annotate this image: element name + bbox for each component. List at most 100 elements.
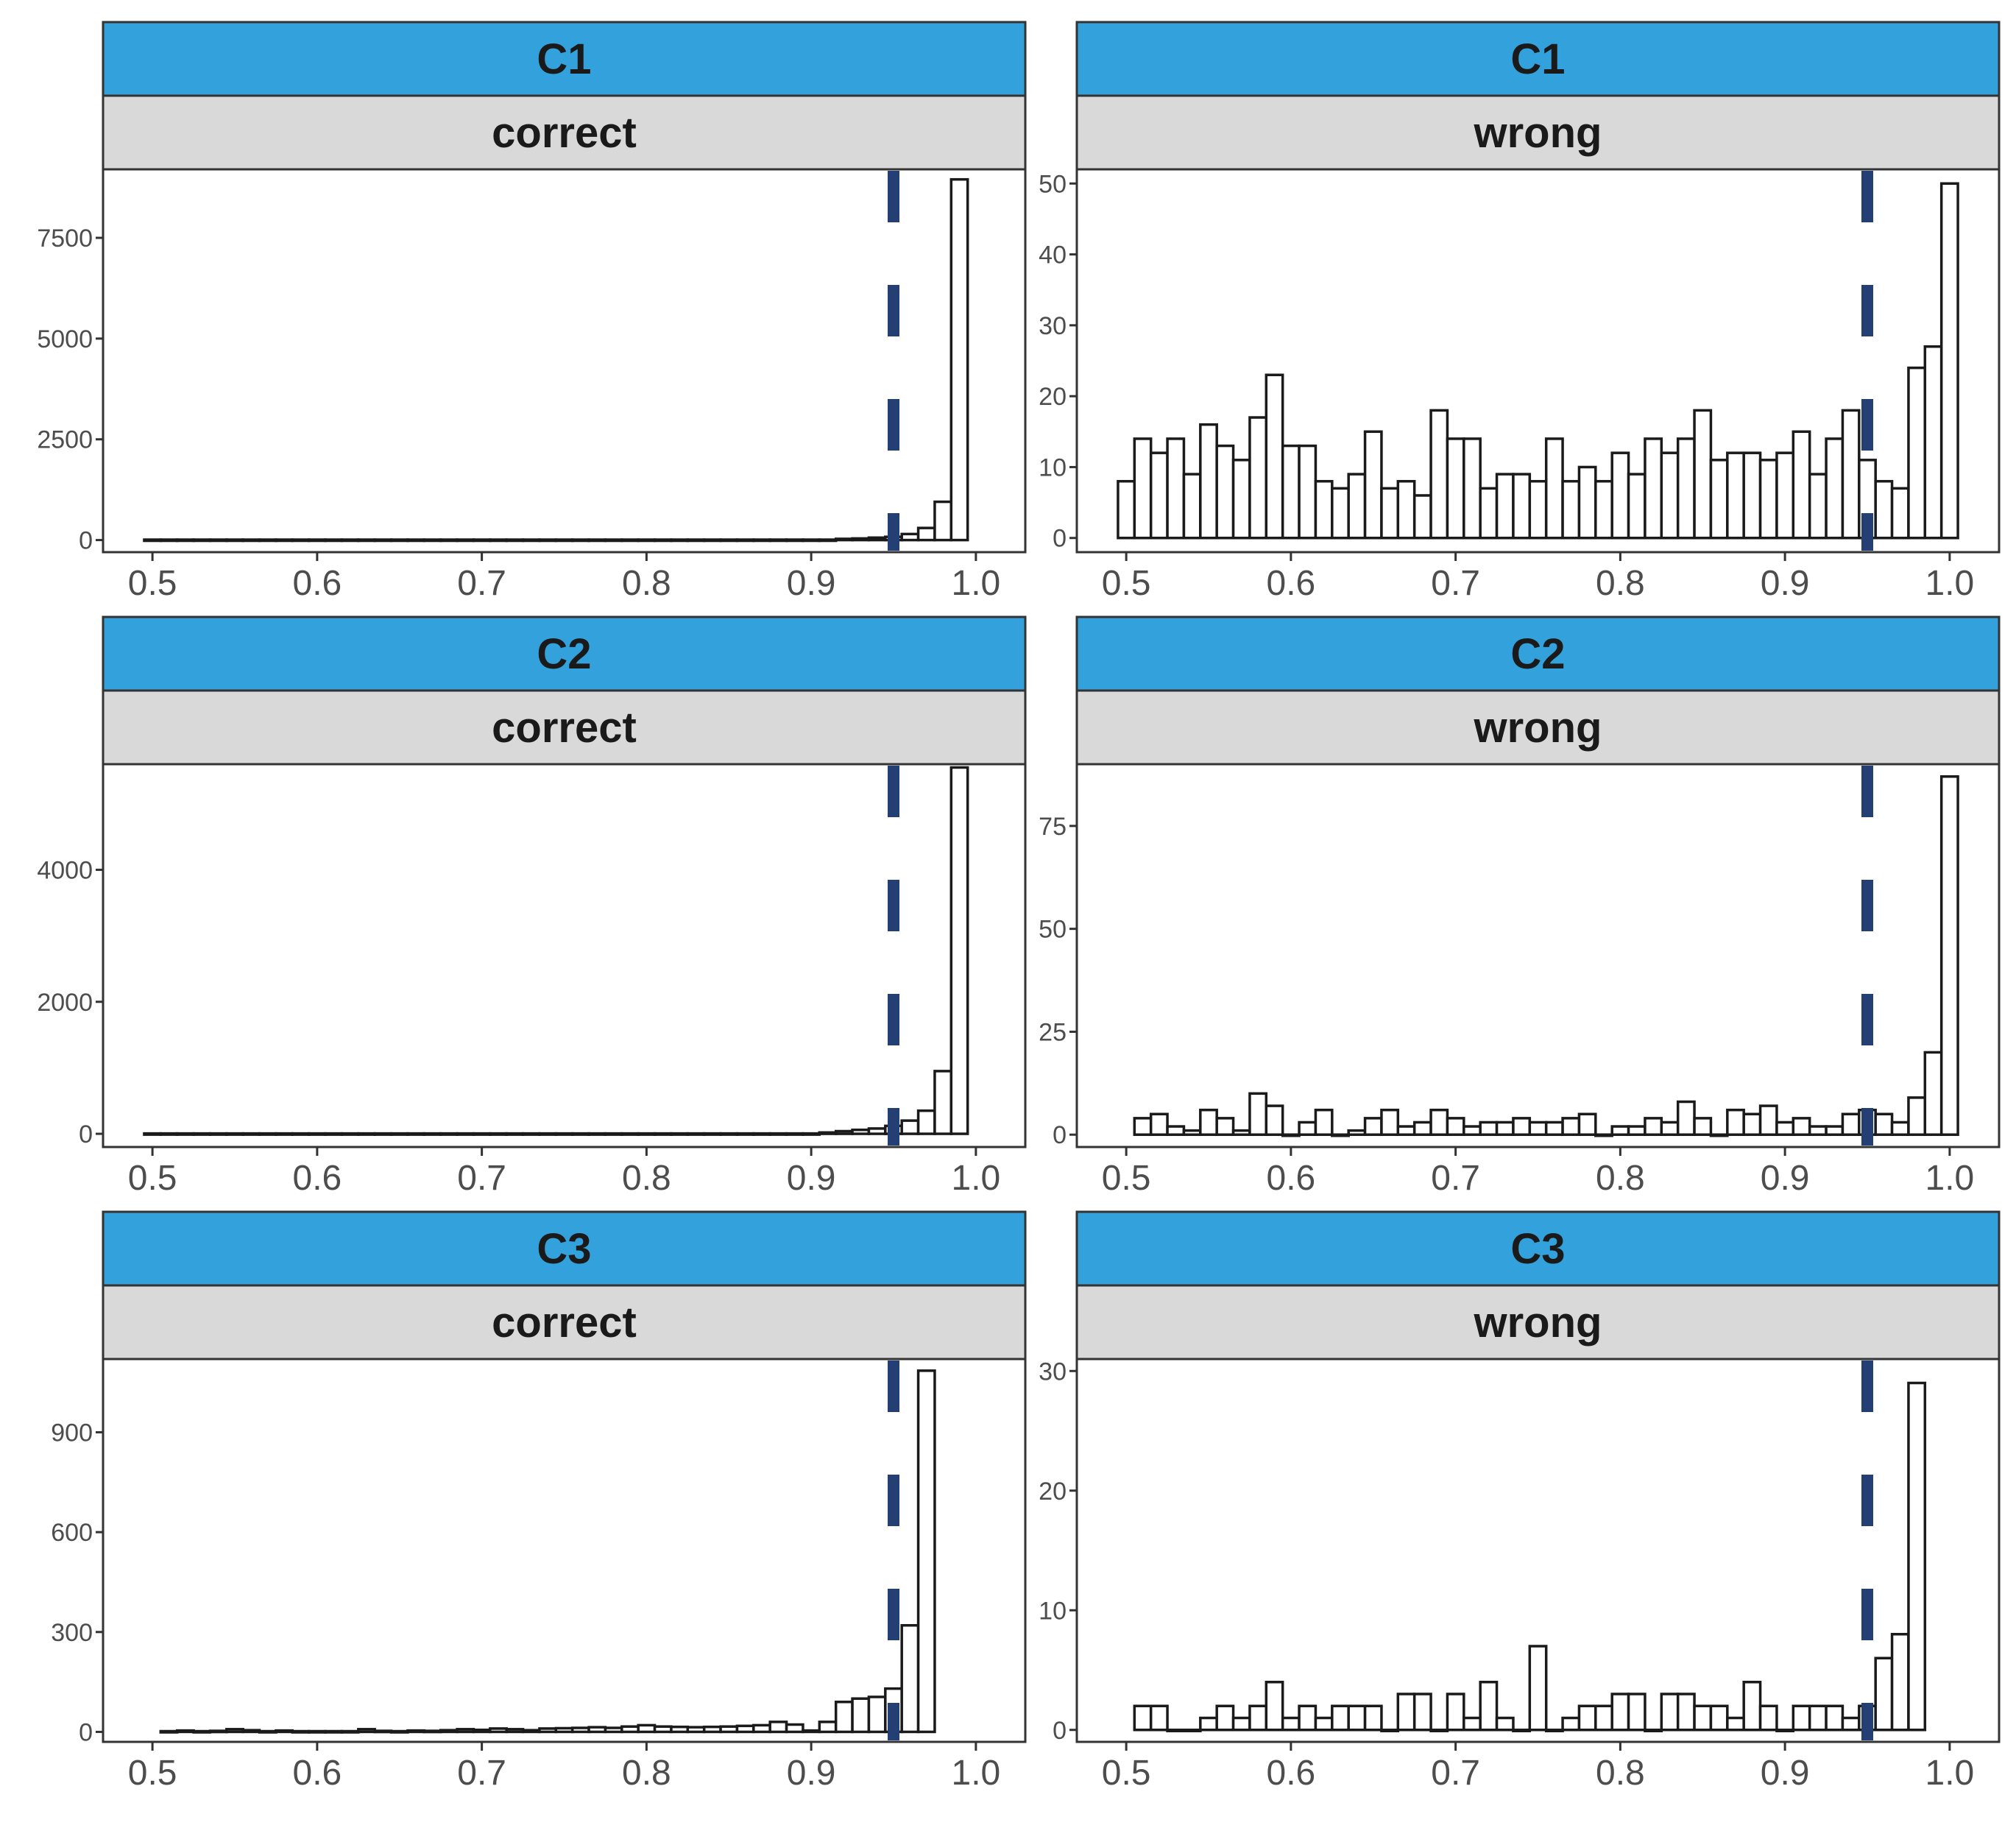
histogram-bar [900, 1119, 920, 1135]
histogram-bar [604, 1132, 623, 1136]
histogram-bar [1808, 473, 1828, 540]
histogram-bar [834, 537, 854, 542]
strip-sub-c1-correct [102, 94, 1027, 171]
histogram-bar [489, 1132, 508, 1136]
y-tick-label: 30 [1039, 1358, 1067, 1386]
histogram-bar [1149, 451, 1169, 540]
histogram-bar [373, 1729, 393, 1734]
histogram-bar [1808, 1125, 1828, 1136]
y-tick-label: 0 [79, 527, 93, 555]
histogram-bar [735, 538, 755, 543]
histogram-bar [1544, 1729, 1564, 1732]
histogram-bar [1265, 1104, 1284, 1136]
histogram-bar [1314, 479, 1334, 540]
histogram-bar [752, 538, 771, 543]
histogram-bar [1512, 1117, 1532, 1136]
y-tick-label: 0 [1053, 525, 1067, 553]
histogram-bar [670, 1132, 690, 1136]
histogram-bar [1528, 1121, 1548, 1136]
histogram-bar [1726, 451, 1745, 540]
histogram-bar [225, 1728, 244, 1734]
histogram-bar [768, 1132, 788, 1136]
histogram-bar [1298, 444, 1318, 540]
y-tick-label: 0 [79, 1718, 93, 1746]
histogram-bar [1841, 409, 1861, 540]
histogram-bar [175, 1729, 195, 1734]
bars-c2-wrong [1133, 775, 1959, 1137]
histogram-bar [1890, 1121, 1910, 1136]
histogram-bar [1544, 437, 1564, 540]
histogram-bar [1446, 1693, 1465, 1732]
panel-c1-correct: C1 correct 0 2500 5000 7500 0.5 0.6 0.7 0.8 0.9 1.0 [37, 21, 1027, 603]
y-tick-label: 30 [1039, 312, 1067, 340]
histogram-bar [456, 1728, 475, 1734]
histogram-bar [1166, 1125, 1186, 1136]
panel-c3-wrong: C3 wrong 0 10 20 30 0.5 0.6 0.7 0.8 0.9 1.0 [1039, 1210, 2001, 1793]
bars-c3-wrong [1133, 1381, 1927, 1732]
histogram-bar [933, 1070, 953, 1135]
histogram-bar [422, 1729, 442, 1734]
x-tick-label: 1.0 [1925, 1159, 1975, 1198]
x-tick-label: 0.5 [1102, 1159, 1151, 1198]
histogram-bar [1693, 409, 1713, 540]
strip-sub-c1-wrong [1075, 94, 2001, 171]
x-tick-label: 0.5 [128, 564, 177, 603]
histogram-bar [1594, 1704, 1613, 1732]
histogram-bar [949, 177, 969, 542]
histogram-bar [570, 1726, 590, 1734]
x-tick-label: 0.7 [457, 1159, 506, 1198]
histogram-bar [1660, 1693, 1680, 1732]
histogram-bar [1758, 1704, 1778, 1732]
histogram-bar [1758, 459, 1778, 540]
histogram-bar [1544, 1121, 1564, 1136]
histogram-bar [1363, 1704, 1383, 1732]
histogram-bar [670, 538, 690, 543]
y-tick-label: 5000 [37, 325, 93, 353]
x-tick-label: 0.9 [1761, 1159, 1810, 1198]
histogram-bar [719, 1132, 739, 1136]
histogram-bar [670, 1725, 690, 1734]
histogram-bar [1314, 1716, 1334, 1732]
histogram-bar [1133, 437, 1153, 540]
histogram-bar [1644, 437, 1663, 540]
histogram-bar [159, 1132, 179, 1136]
histogram-bar [1561, 1117, 1581, 1136]
histogram-bar [1446, 1117, 1465, 1136]
histogram-bar [1281, 1716, 1301, 1732]
histogram-bar [275, 1132, 294, 1136]
histogram-bar [1660, 451, 1680, 540]
histogram-bar [538, 538, 558, 543]
histogram-bar [1660, 1121, 1680, 1136]
histogram-bar [752, 1132, 771, 1136]
histogram-bar [735, 1132, 755, 1136]
plot-area-c1-correct [102, 168, 1027, 554]
histogram-bar [1380, 487, 1400, 540]
histogram-bar [1429, 1729, 1449, 1732]
histogram-bar [1644, 1117, 1663, 1136]
x-tick-label: 0.7 [457, 564, 506, 603]
histogram-bar [1676, 1693, 1696, 1732]
x-tick-label: 0.8 [622, 1754, 671, 1793]
histogram-bar [143, 1132, 163, 1136]
histogram-bar [472, 538, 492, 543]
histogram-bar [1231, 1716, 1251, 1732]
x-tick-label: 0.7 [1431, 1159, 1480, 1198]
histogram-bar [1907, 366, 1927, 540]
y-tick-label: 600 [51, 1519, 93, 1547]
histogram-bar [604, 538, 623, 543]
histogram-bar [1726, 1716, 1745, 1732]
histogram-bar [340, 538, 360, 543]
histogram-bar [802, 1132, 821, 1136]
histogram-bar [505, 1132, 525, 1136]
strip-top-c1-wrong [1075, 21, 2001, 97]
histogram-bar [489, 538, 508, 543]
histogram-bar [933, 500, 953, 542]
x-tick-label: 0.9 [787, 564, 836, 603]
histogram-bar [472, 1728, 492, 1734]
histogram-bar [1265, 1681, 1284, 1732]
histogram-bar [1627, 1693, 1647, 1732]
histogram-bar [1182, 1729, 1202, 1732]
histogram-bar [357, 538, 376, 543]
histogram-bar [818, 1721, 838, 1734]
histogram-bar [1463, 1125, 1482, 1136]
